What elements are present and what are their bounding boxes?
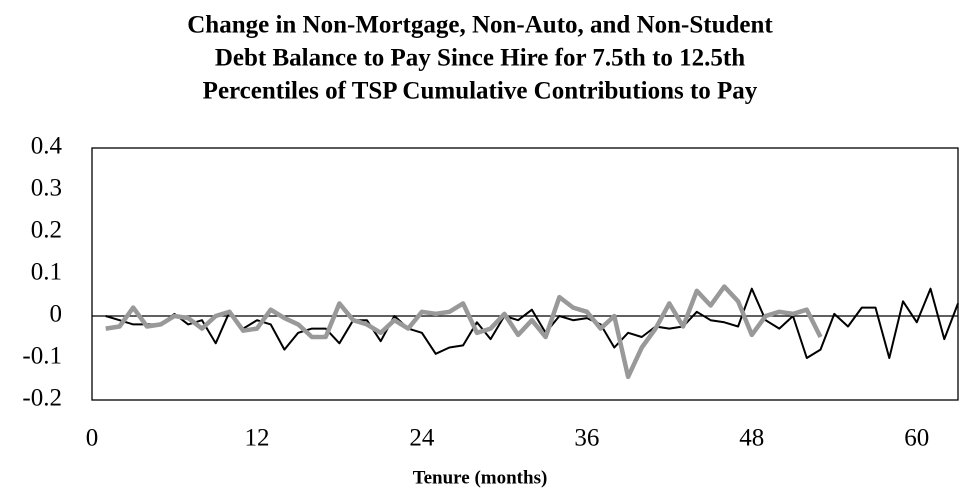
x-tick-label: 36 xyxy=(574,425,599,452)
chart-title: Debt Balance to Pay Since Hire for 7.5th… xyxy=(215,45,745,72)
chart-title: Change in Non-Mortgage, Non-Auto, and No… xyxy=(187,12,773,39)
y-tick-label: -0.1 xyxy=(22,343,62,370)
y-tick-label: -0.2 xyxy=(22,385,62,412)
chart-title: Percentiles of TSP Cumulative Contributi… xyxy=(203,78,758,105)
x-axis-label: Tenure (months) xyxy=(413,467,548,488)
series-line xyxy=(105,287,959,359)
x-tick-label: 24 xyxy=(409,425,435,452)
series-line xyxy=(105,284,823,380)
y-tick-label: 0 xyxy=(50,301,63,328)
x-tick-label: 0 xyxy=(86,425,99,452)
y-tick-label: 0.4 xyxy=(31,133,63,160)
y-tick-label: 0.1 xyxy=(31,259,62,286)
x-tick-label: 48 xyxy=(739,425,764,452)
y-tick-label: 0.3 xyxy=(31,175,62,202)
plot-frame xyxy=(91,147,959,401)
y-tick-label: 0.2 xyxy=(31,217,62,244)
x-tick-label: 12 xyxy=(244,425,269,452)
x-tick-label: 60 xyxy=(904,425,929,452)
